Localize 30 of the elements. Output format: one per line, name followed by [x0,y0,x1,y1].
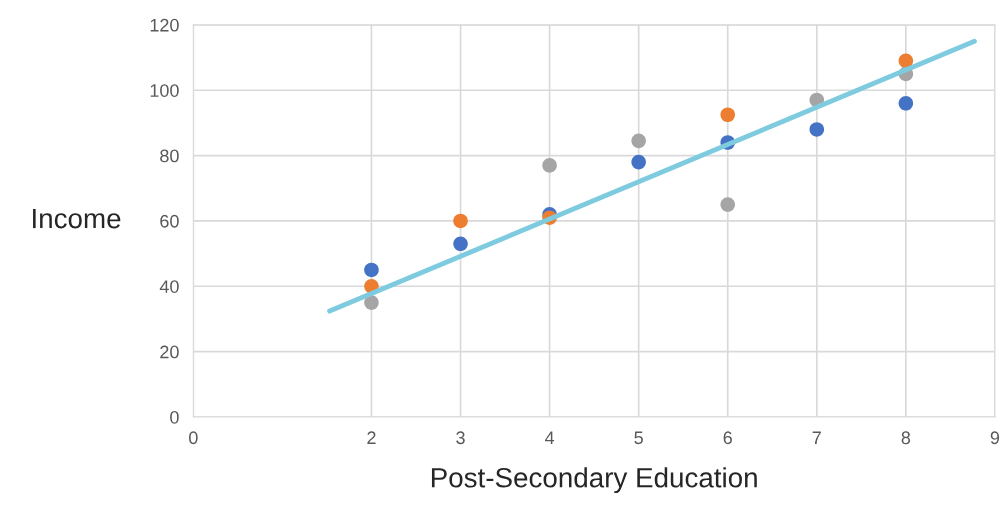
point [720,107,736,123]
x-tick-label: 0 [189,431,198,445]
x-axis-title: Post-Secondary Education [431,467,757,494]
point [542,158,557,173]
x-tick-label: 9 [990,431,1000,445]
x-tick-label: 7 [812,431,821,444]
x-tick-label: 3 [456,431,465,445]
point [720,197,736,212]
point [364,262,379,278]
x-tick-label: 6 [723,431,732,445]
x-tick-label: 5 [634,431,643,445]
point [898,53,914,69]
y-tick-label: 100 [150,84,179,97]
y-tick-label: 120 [150,18,179,32]
point [631,133,646,149]
x-tick-label: 2 [367,431,376,444]
point [809,122,825,137]
y-tick-label: 60 [160,214,179,228]
y-tick-label: 0 [170,410,179,424]
point [898,96,914,111]
point [453,213,468,229]
y-tick-label: 40 [159,280,179,293]
point [364,295,379,310]
y-axis-title: Income [33,209,121,229]
x-tick-label: 8 [901,431,911,445]
point [453,236,468,252]
point [631,154,646,170]
y-tick-label: 80 [160,149,179,163]
y-tick-label: 20 [160,345,179,359]
x-tick-label: 4 [544,431,555,444]
